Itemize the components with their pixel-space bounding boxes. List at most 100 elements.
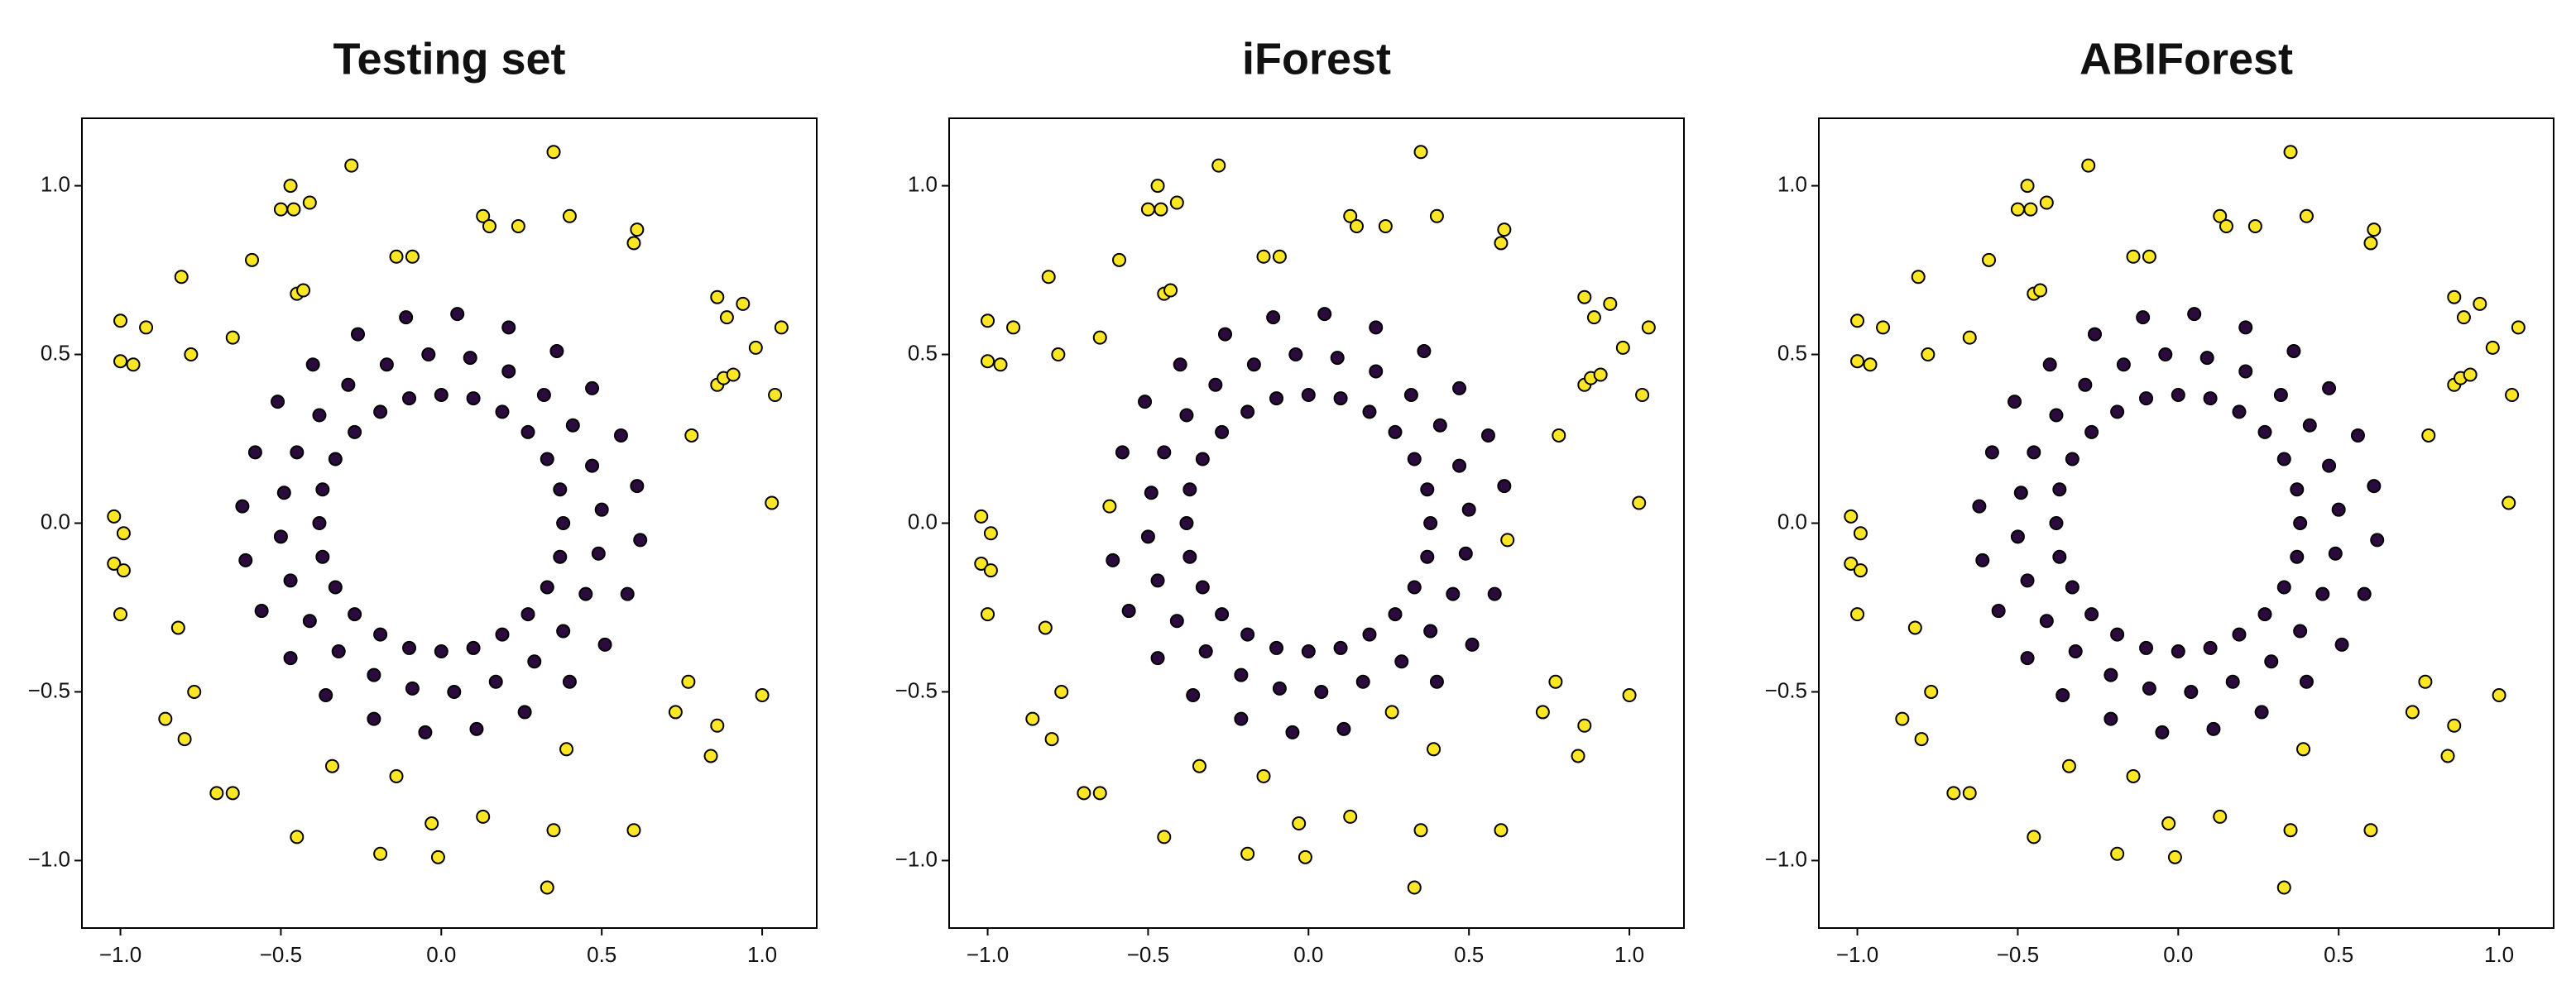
scatter-point <box>1388 424 1403 439</box>
scatter-point <box>463 351 477 366</box>
scatter-point <box>1208 377 1223 392</box>
scatter-point <box>158 711 173 726</box>
scatter-point <box>2296 742 2311 757</box>
scatter-point <box>1850 313 1865 328</box>
scatter-point <box>1420 549 1435 564</box>
scatter-point <box>2155 725 2170 739</box>
scatter-point <box>430 849 445 864</box>
x-tick-label: −1.0 <box>1836 942 1878 967</box>
scatter-point <box>187 684 202 699</box>
scatter-point <box>2363 236 2378 251</box>
scatter-point <box>2302 418 2317 433</box>
scatter-point <box>1535 705 1550 720</box>
scatter-point <box>1343 809 1358 824</box>
scatter-point <box>2110 627 2125 642</box>
scatter-point <box>1211 158 1226 173</box>
scatter-point <box>2061 758 2076 773</box>
scatter-point <box>348 607 362 622</box>
scatter-point <box>2199 351 2214 366</box>
scatter-point <box>562 208 577 223</box>
scatter-point <box>1384 705 1399 720</box>
scatter-point <box>726 367 741 382</box>
scatter-point <box>2065 452 2080 467</box>
scatter-point <box>434 387 449 402</box>
scatter-point <box>1403 387 1418 402</box>
scatter-point <box>2206 721 2221 736</box>
scatter-point <box>1333 391 1348 406</box>
scatter-point <box>367 711 381 726</box>
scatter-point <box>1461 502 1476 517</box>
scatter-point <box>2257 607 2272 622</box>
scatter-point <box>1269 391 1284 406</box>
scatter-point <box>2023 202 2038 217</box>
scatter-point <box>553 549 568 564</box>
scatter-point <box>1975 553 1990 567</box>
scatter-point <box>2286 343 2301 358</box>
scatter-point <box>2116 357 2131 372</box>
scatter-point <box>2367 479 2382 494</box>
scatter-point <box>2084 424 2099 439</box>
scatter-point <box>1092 786 1107 801</box>
scatter-point <box>116 526 131 541</box>
scatter-point <box>1369 364 1384 379</box>
scatter-point <box>2447 718 2462 733</box>
x-tick-label: 1.0 <box>747 942 777 967</box>
plot-frame <box>1818 117 2554 929</box>
scatter-point <box>2357 586 2372 601</box>
scatter-point <box>1163 283 1178 298</box>
scatter-point <box>344 158 359 173</box>
scatter-point <box>565 418 580 433</box>
scatter-point <box>1552 428 1566 443</box>
scatter-point <box>546 145 561 160</box>
scatter-point <box>1150 179 1165 194</box>
scatter-point <box>1548 674 1563 689</box>
scatter-point <box>2087 327 2102 342</box>
scatter-point <box>1215 424 1230 439</box>
y-tick-label: 1.0 <box>908 171 938 196</box>
scatter-point <box>1051 347 1066 362</box>
scatter-point <box>2290 482 2305 497</box>
scatter-point <box>974 509 989 524</box>
scatter-point <box>286 202 301 217</box>
x-tick-label: 0.5 <box>1454 942 1484 967</box>
scatter-point <box>2254 705 2269 720</box>
scatter-point <box>2276 580 2291 595</box>
scatter-point <box>402 640 417 655</box>
scatter-point <box>2363 823 2378 838</box>
scatter-point <box>1500 533 1515 548</box>
scatter-point <box>1593 367 1608 382</box>
scatter-point <box>1946 786 1961 801</box>
scatter-point <box>2052 549 2067 564</box>
scatter-point <box>225 786 240 801</box>
scatter-point <box>315 482 330 497</box>
scatter-point <box>348 424 362 439</box>
scatter-point <box>476 208 491 223</box>
scatter-point <box>389 768 404 783</box>
scatter-point <box>1349 219 1364 234</box>
scatter-point <box>1423 624 1438 639</box>
scatter-point <box>1362 627 1377 642</box>
scatter-point <box>1256 768 1271 783</box>
scatter-point <box>2219 219 2233 234</box>
chart-title: Testing set <box>333 34 565 84</box>
scatter-point <box>668 705 683 720</box>
scatter-point <box>126 357 141 372</box>
scatter-point <box>225 330 240 345</box>
scatter-point <box>1182 549 1197 564</box>
scatter-point <box>434 644 449 659</box>
scatter-point <box>562 674 577 689</box>
scatter-point <box>1635 387 1650 402</box>
scatter-point <box>276 486 291 500</box>
scatter-point <box>466 640 481 655</box>
scatter-point <box>1982 252 1997 267</box>
x-tick-label: 0.5 <box>2324 942 2353 967</box>
scatter-point <box>585 380 600 395</box>
scatter-point <box>2171 644 2185 659</box>
scatter-point <box>367 667 381 682</box>
x-tick-label: −0.5 <box>1997 942 2039 967</box>
scatter-point <box>399 310 414 325</box>
scatter-point <box>1369 320 1384 335</box>
scatter-point <box>1121 604 1136 619</box>
scatter-point <box>113 354 128 369</box>
scatter-point <box>1192 758 1206 773</box>
